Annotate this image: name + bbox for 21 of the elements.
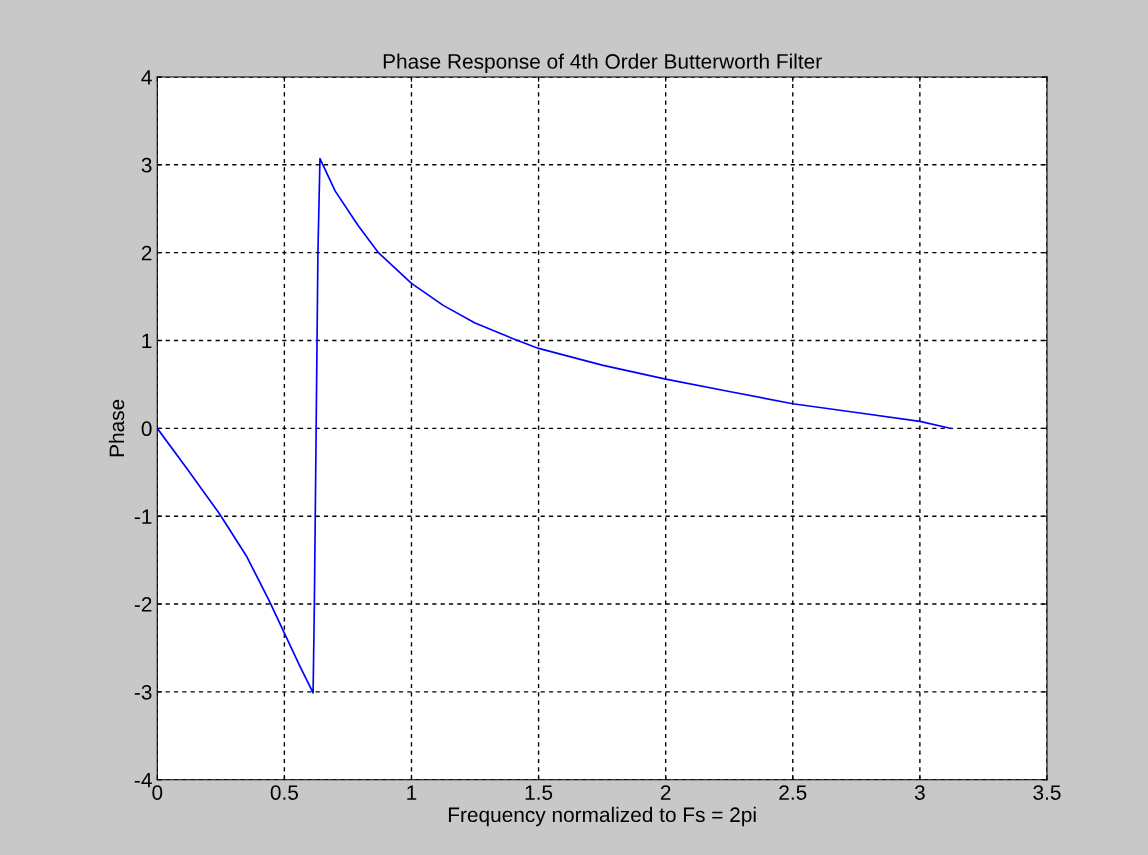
x-tick-label: 0 — [152, 785, 163, 800]
y-axis-title: Phase — [108, 399, 125, 457]
x-tick-label: 0.5 — [270, 785, 298, 800]
x-tick-label: 3.5 — [1033, 785, 1061, 800]
x-tick-label: 3 — [914, 785, 925, 800]
x-tick-label: 1.5 — [525, 785, 553, 800]
x-tick-label: 1 — [407, 785, 417, 800]
y-tick-label: -2 — [134, 597, 152, 612]
y-tick-label: -4 — [134, 772, 152, 788]
y-tick-label: 1 — [142, 333, 152, 349]
y-tick-label: -1 — [134, 509, 152, 524]
y-tick-label: 2 — [141, 245, 152, 261]
y-tick-label: -3 — [134, 684, 152, 700]
x-tick-label: 2 — [660, 785, 671, 800]
line-series — [157, 157, 952, 694]
x-tick-label: 2.5 — [779, 785, 807, 800]
y-tick-label: 4 — [141, 70, 152, 85]
y-tick-label: 3 — [141, 157, 152, 173]
chart-title: Phase Response of 4th Order Butterworth Filter — [383, 53, 822, 73]
y-tick-label: 0 — [141, 421, 152, 437]
x-axis-title: Frequency normalized to Fs = 2pi — [448, 806, 756, 827]
